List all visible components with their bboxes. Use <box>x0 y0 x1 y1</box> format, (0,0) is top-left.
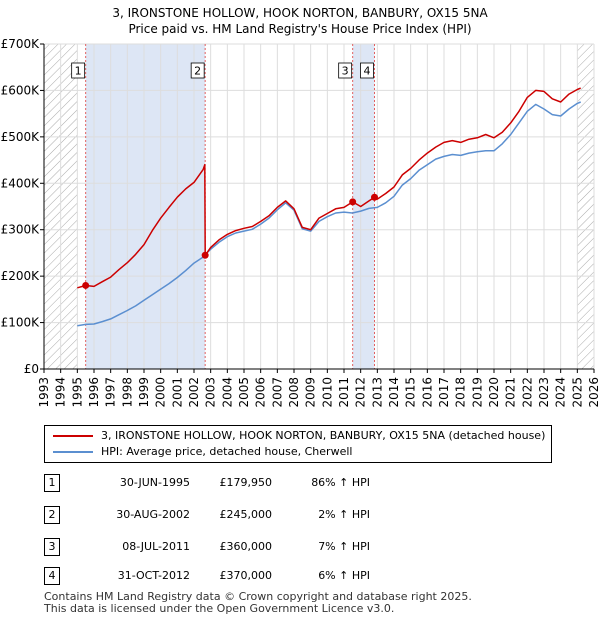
legend-swatch-property <box>53 435 93 437</box>
x-tick-label: 2016 <box>420 377 434 408</box>
x-tick-label: 1994 <box>54 377 68 408</box>
y-tick-label: £600K <box>1 83 41 97</box>
shaded-range <box>352 44 375 369</box>
transaction-date: 30-JUN-1995 <box>119 476 190 489</box>
sale-point <box>349 198 357 206</box>
transaction-hpi-diff: 6% ↑ HPI <box>318 569 370 582</box>
x-tick-label: 2010 <box>320 377 334 408</box>
x-tick-label: 2023 <box>537 377 551 408</box>
transaction-number: 3 <box>44 538 60 556</box>
x-tick-label: 1993 <box>37 377 51 408</box>
chart-title-line2: Price paid vs. HM Land Registry's House … <box>128 22 472 36</box>
x-tick-label: 1999 <box>137 377 151 408</box>
x-tick-label: 2017 <box>437 377 451 408</box>
y-tick-label: £500K <box>1 130 41 144</box>
x-tick-label: 1995 <box>70 377 84 408</box>
x-tick-label: 2012 <box>354 377 368 408</box>
marker-box <box>190 62 205 79</box>
footer-license: This data is licensed under the Open Gov… <box>44 602 395 615</box>
x-tick-label: 2020 <box>487 377 501 408</box>
x-tick-label: 2024 <box>554 377 568 408</box>
x-tick-label: 2003 <box>204 377 218 408</box>
transaction-date: 30-AUG-2002 <box>116 508 190 521</box>
x-tick-label: 2022 <box>520 377 534 408</box>
x-tick-label: 2018 <box>454 377 468 408</box>
marker-box <box>71 62 86 79</box>
transaction-hpi-diff: 7% ↑ HPI <box>318 540 370 553</box>
transaction-price: £179,950 <box>219 476 273 489</box>
marker-label: 1 <box>75 65 82 78</box>
transaction-date: 08-JUL-2011 <box>122 540 190 553</box>
x-tick-label: 2025 <box>570 377 584 408</box>
sale-point <box>201 251 209 259</box>
transaction-date: 31-OCT-2012 <box>117 569 190 582</box>
x-tick-label: 2001 <box>170 377 184 408</box>
x-tick-label: 2026 <box>587 377 600 408</box>
sale-point <box>82 281 90 289</box>
x-tick-label: 2006 <box>254 377 268 408</box>
x-tick-label: 2013 <box>370 377 384 408</box>
x-tick-label: 2015 <box>404 377 418 408</box>
x-tick-label: 1996 <box>87 377 101 408</box>
x-tick-label: 2019 <box>470 377 484 408</box>
transaction-hpi-diff: 2% ↑ HPI <box>318 508 370 521</box>
transaction-price: £360,000 <box>219 540 273 553</box>
x-tick-label: 2011 <box>337 377 351 408</box>
legend: 3, IRONSTONE HOLLOW, HOOK NORTON, BANBUR… <box>44 425 552 463</box>
x-tick-label: 2009 <box>304 377 318 408</box>
x-tick-label: 2008 <box>287 377 301 408</box>
transaction-number: 2 <box>44 506 60 524</box>
y-tick-label: £400K <box>1 176 41 190</box>
legend-label-hpi: HPI: Average price, detached house, Cher… <box>101 445 353 458</box>
x-tick-label: 2005 <box>237 377 251 408</box>
marker-label: 4 <box>364 65 371 78</box>
x-tick-label: 2000 <box>154 377 168 408</box>
legend-label-property: 3, IRONSTONE HOLLOW, HOOK NORTON, BANBUR… <box>101 429 546 442</box>
x-tick-label: 1998 <box>120 377 134 408</box>
y-tick-label: £300K <box>1 223 41 237</box>
x-tick-label: 2007 <box>270 377 284 408</box>
marker-box <box>360 62 374 79</box>
sale-point <box>371 193 378 201</box>
footer-copyright: Contains HM Land Registry data © Crown c… <box>44 590 472 603</box>
transaction-number: 4 <box>44 567 60 585</box>
hpi-line <box>77 101 581 327</box>
property-price-line <box>77 87 581 289</box>
marker-label: 3 <box>342 65 349 78</box>
y-tick-label: £700K <box>1 37 41 51</box>
legend-swatch-hpi <box>53 451 93 453</box>
y-tick-label: £100K <box>1 316 41 330</box>
x-tick-label: 2002 <box>187 377 201 408</box>
shaded-range <box>85 44 206 369</box>
price-chart: 1 2 3 4 £0 £100K £200K £300K £400K £500K £600K £70… <box>1 37 600 408</box>
x-tick-label: 1997 <box>104 377 118 408</box>
x-tick-label: 2021 <box>504 377 518 408</box>
y-tick-label: £0 <box>24 362 39 376</box>
transaction-number: 1 <box>44 474 60 492</box>
marker-label: 2 <box>194 65 201 78</box>
y-tick-label: £200K <box>1 269 41 283</box>
transaction-price: £245,000 <box>219 508 273 521</box>
marker-box <box>338 62 353 79</box>
hatched-range <box>577 44 594 369</box>
transaction-hpi-diff: 86% ↑ HPI <box>311 476 370 489</box>
x-tick-label: 2004 <box>220 377 234 408</box>
x-tick-label: 2014 <box>387 377 401 408</box>
transaction-price: £370,000 <box>219 569 273 582</box>
chart-title-line1: 3, IRONSTONE HOLLOW, HOOK NORTON, BANBUR… <box>112 6 488 20</box>
